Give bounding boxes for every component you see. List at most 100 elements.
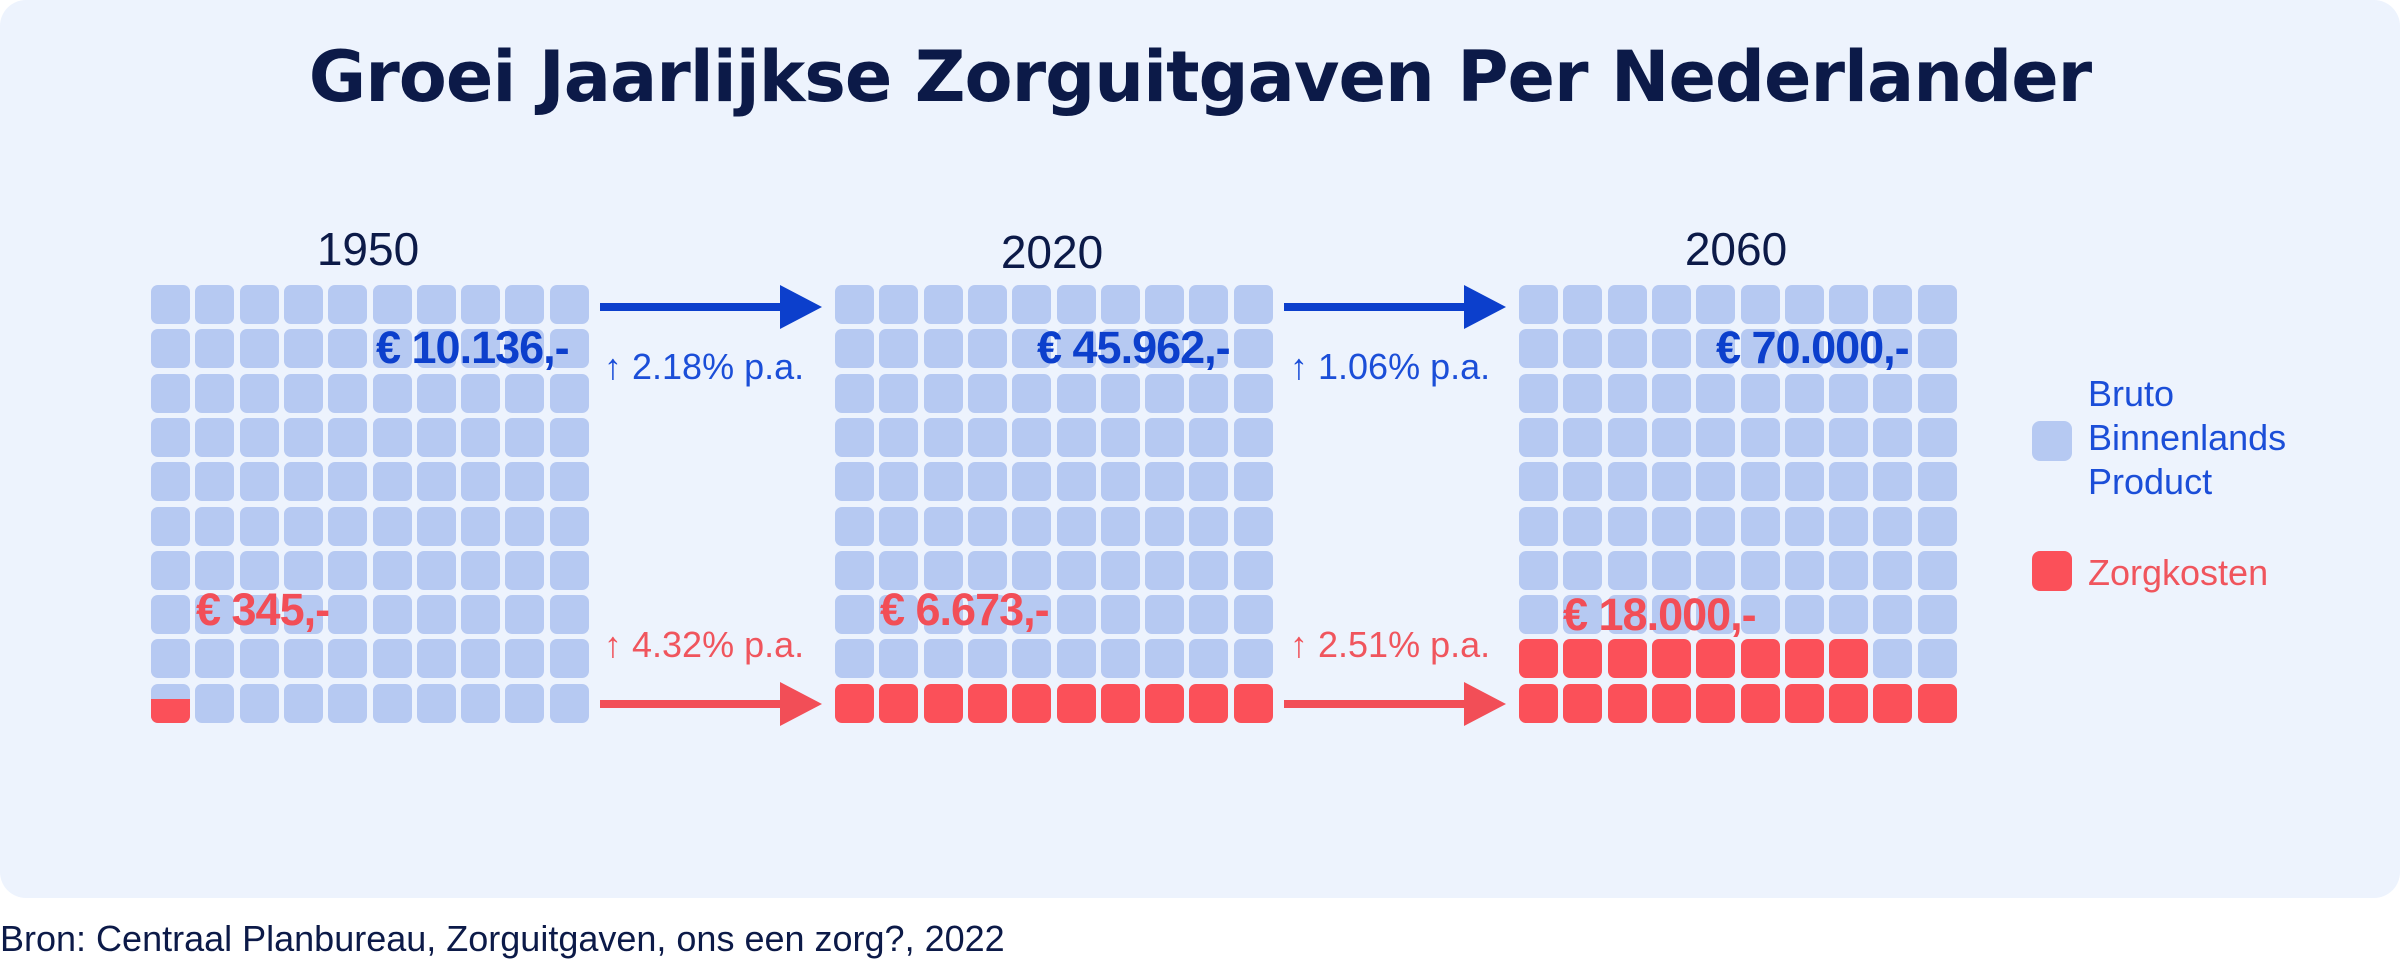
waffle-cell-bbp (505, 462, 545, 502)
waffle-cell-bbp (1012, 595, 1052, 635)
waffle-cell-bbp (239, 417, 279, 457)
waffle-cell-bbp (835, 417, 874, 457)
waffle-cell-bbp (967, 462, 1007, 502)
waffle-cell-bbp (328, 285, 368, 324)
waffle-cell-bbp (1563, 285, 1603, 324)
gdp-value-2060: € 70.000,- (1716, 322, 1910, 373)
gdp-arrow-1950-2020 (600, 285, 822, 329)
waffle-cell-bbp (879, 550, 919, 590)
waffle-cell-bbp (1519, 285, 1558, 324)
waffle-cell-zorgkosten (1563, 639, 1603, 679)
waffle-cell-zorgkosten (1563, 683, 1603, 723)
waffle-cell-bbp (1100, 417, 1140, 457)
waffle-cell-bbp (835, 639, 874, 679)
waffle-cell-bbp (1917, 417, 1957, 457)
waffle-cell-bbp (505, 506, 545, 546)
waffle-cell-bbp (283, 595, 323, 635)
waffle-cell-bbp (416, 462, 456, 502)
waffle-cell-bbp (1873, 595, 1913, 635)
waffle-cell-bbp (283, 285, 323, 324)
waffle-cell-bbp (549, 506, 589, 546)
waffle-cell-zorgkosten (1829, 639, 1869, 679)
waffle-cell-bbp (1829, 550, 1869, 590)
waffle-cell-bbp (195, 550, 235, 590)
waffle-cell-bbp (1784, 550, 1824, 590)
waffle-cell-bbp (372, 417, 412, 457)
waffle-cell-bbp (195, 639, 235, 679)
waffle-cell-bbp (1873, 417, 1913, 457)
waffle-cell-bbp (1784, 595, 1824, 635)
source-note: Bron: Centraal Planbureau, Zorguitgaven,… (0, 918, 1005, 959)
waffle-cell-bbp (1519, 462, 1558, 502)
waffle-cell-bbp (1519, 506, 1558, 546)
waffle-cell-bbp (879, 285, 919, 324)
waffle-cell-bbp (967, 639, 1007, 679)
waffle-cell-bbp (1696, 329, 1736, 369)
waffle-cell-bbp (151, 373, 190, 413)
waffle-cell-bbp (549, 462, 589, 502)
waffle-cell-bbp (372, 550, 412, 590)
waffle-cell-bbp (328, 373, 368, 413)
waffle-cell-zorgkosten (1056, 683, 1096, 723)
waffle-cell-bbp (1607, 595, 1647, 635)
waffle-cell-bbp (328, 595, 368, 635)
waffle-cell-bbp (1917, 639, 1957, 679)
waffle-cell-bbp (1917, 550, 1957, 590)
waffle-cell-bbp (372, 506, 412, 546)
waffle-cell-bbp (461, 417, 501, 457)
waffle-cell-bbp (1829, 506, 1869, 546)
waffle-cell-bbp (1740, 462, 1780, 502)
waffle-cell-bbp (967, 595, 1007, 635)
waffle-cell-bbp (328, 462, 368, 502)
waffle-cell-bbp (328, 550, 368, 590)
waffle-cell-bbp (1829, 462, 1869, 502)
waffle-cell-bbp (1100, 373, 1140, 413)
waffle-cell-zorgkosten (1607, 639, 1647, 679)
waffle-cell-bbp (549, 285, 589, 324)
waffle-cell-bbp (1607, 506, 1647, 546)
waffle-cell-bbp (549, 417, 589, 457)
waffle-cell-bbp (1233, 329, 1273, 369)
waffle-cell-bbp (1056, 373, 1096, 413)
waffle-cell-bbp (1740, 417, 1780, 457)
care-arrow-1950-2020 (600, 682, 822, 726)
waffle-cell-bbp (372, 462, 412, 502)
waffle-cell-bbp (195, 373, 235, 413)
waffle-cell-bbp (923, 329, 963, 369)
waffle-cell-bbp (1056, 595, 1096, 635)
waffle-cell-bbp (1145, 462, 1185, 502)
waffle-cell-bbp (1651, 417, 1691, 457)
year-label-2020: 2020 (1000, 226, 1104, 278)
waffle-cell-bbp (505, 417, 545, 457)
waffle-cell-bbp (923, 595, 963, 635)
waffle-cell-zorgkosten (1784, 639, 1824, 679)
waffle-cell-bbp (1917, 506, 1957, 546)
waffle-cell-bbp (549, 373, 589, 413)
waffle-cell-bbp (1917, 373, 1957, 413)
waffle-cell-bbp (879, 462, 919, 502)
waffle-cell-bbp (1563, 329, 1603, 369)
waffle-cell-bbp (1784, 417, 1824, 457)
waffle-cell-bbp (239, 329, 279, 369)
waffle-cell-bbp (1696, 550, 1736, 590)
legend-swatch-gdp (2032, 421, 2072, 461)
waffle-cell-bbp (151, 639, 190, 679)
waffle-cell-bbp (505, 683, 545, 723)
waffle-cell-bbp (1100, 595, 1140, 635)
waffle-cell-bbp (1233, 462, 1273, 502)
waffle-cell-zorgkosten (835, 683, 874, 723)
waffle-cell-zorgkosten (1696, 683, 1736, 723)
waffle-cell-bbp (372, 285, 412, 324)
waffle-cell-bbp (283, 329, 323, 369)
waffle-cell-bbp (1696, 595, 1736, 635)
waffle-cell-bbp (416, 417, 456, 457)
waffle-cell-bbp (1100, 285, 1140, 324)
waffle-cell-bbp (461, 683, 501, 723)
waffle-cell-bbp (239, 462, 279, 502)
waffle-cell-bbp (328, 639, 368, 679)
waffle-cell-bbp (879, 639, 919, 679)
waffle-cell-bbp (1607, 285, 1647, 324)
waffle-cell-bbp (549, 550, 589, 590)
waffle-cell-zorgkosten (1519, 683, 1558, 723)
waffle-cell-bbp (461, 595, 501, 635)
